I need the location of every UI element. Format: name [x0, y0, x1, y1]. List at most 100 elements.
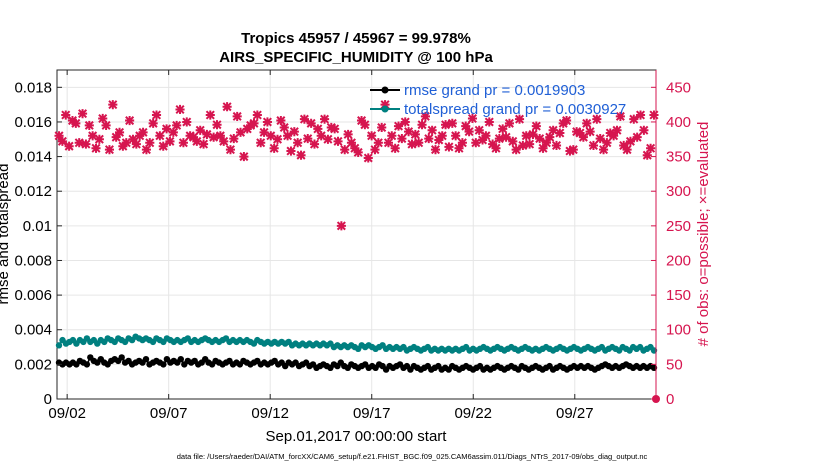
y-right-tick-label: 0: [666, 391, 674, 408]
obs-count-marker: [172, 120, 182, 130]
obs-count-marker: [404, 127, 414, 137]
obs-count-marker: [256, 138, 266, 148]
obs-count-marker: [588, 140, 599, 151]
obs-count-marker: [595, 134, 605, 144]
data-point: [160, 361, 167, 368]
x-tick-label: 09/22: [454, 405, 492, 422]
y-axis-label: rmse and totalspread: [0, 164, 12, 305]
obs-count-marker: [111, 132, 121, 142]
obs-count-marker: [91, 143, 101, 153]
obs-count-marker: [306, 118, 316, 128]
chart-title: Tropics 45957 / 45967 = 99.978%: [241, 30, 471, 47]
obs-count-marker: [380, 100, 390, 110]
y-tick-label: 0.01: [23, 218, 52, 235]
y-tick-label: 0.002: [14, 356, 52, 373]
obs-count-marker: [158, 141, 168, 151]
obs-count-marker: [57, 136, 67, 146]
obs-count-marker: [427, 125, 437, 135]
obs-count-marker: [474, 125, 484, 135]
obs-count-marker: [467, 113, 478, 124]
y-right-tick-label: 400: [666, 114, 691, 131]
obs-count-marker: [279, 122, 289, 133]
obs-count-marker: [410, 129, 420, 139]
y-tick-label: 0.016: [14, 114, 52, 131]
y-axis-right: 0 50 100 150 200 250 300 350 400 450: [651, 70, 691, 408]
obs-count-marker: [138, 127, 148, 137]
obs-count-marker: [430, 145, 441, 155]
obs-count-marker: [635, 110, 646, 120]
obs-count-marker: [114, 127, 125, 137]
obs-count-marker: [437, 131, 447, 141]
legend: rmse grand pr = 0.0019903 totalspread gra…: [370, 82, 626, 118]
obs-count-marker: [582, 118, 592, 128]
obs-count-marker: [104, 145, 115, 155]
series-1: [55, 333, 658, 354]
obs-count-marker: [121, 138, 131, 148]
data-point: [177, 356, 184, 363]
y-tick-label: 0.006: [14, 287, 52, 304]
obs-count-marker: [447, 118, 457, 128]
obs-count-marker: [195, 125, 205, 135]
data-point: [142, 356, 150, 363]
obs-count-marker: [367, 131, 377, 141]
obs-count-marker: [555, 128, 565, 138]
obs-count-marker: [54, 131, 64, 141]
obs-count-marker: [162, 124, 172, 134]
obs-count-marker: [299, 114, 309, 124]
obs-count-marker: [639, 125, 649, 135]
obs-count-marker: [155, 131, 165, 141]
obs-count-marker: [531, 121, 541, 131]
chart-subtitle: AIRS_SPECIFIC_HUMIDITY @ 100 hPa: [219, 49, 493, 66]
obs-count-marker: [535, 134, 545, 144]
obs-count-marker: [511, 145, 521, 155]
legend-marker: [381, 105, 389, 113]
data-file-footnote: data file: /Users/raeder/DAI/ATM_forcXX/…: [177, 452, 648, 461]
obs-count-marker: [182, 117, 192, 127]
obs-count-marker: [397, 134, 407, 144]
obs-count-marker: [141, 145, 151, 155]
obs-count-marker: [165, 136, 175, 146]
obs-count-marker: [145, 138, 155, 148]
obs-count-marker: [289, 127, 299, 137]
obs-count-marker: [464, 127, 474, 137]
obs-count-marker: [286, 146, 296, 156]
obs-count-marker: [454, 143, 464, 153]
obs-count-marker: [276, 116, 286, 126]
obs-count-marker: [441, 120, 451, 130]
data-point: [55, 342, 63, 349]
obs-count-marker: [572, 127, 582, 137]
y-axis-left: 0 0.002 0.004 0.006 0.008 0.01 0.012 0.014 0.016…: [14, 79, 62, 408]
obs-count-marker: [74, 138, 84, 148]
obs-count-marker: [205, 110, 215, 120]
obs-count-marker: [451, 131, 461, 141]
obs-count-marker: [178, 138, 188, 148]
obs-count-marker: [151, 110, 162, 120]
obs-count-marker: [215, 131, 225, 141]
obs-count-marker: [407, 139, 417, 149]
x-axis-label: Sep.01,2017 00:00:00 start: [266, 428, 448, 445]
obs-count-marker: [81, 139, 91, 149]
obs-count-marker: [262, 117, 272, 127]
obs-count-marker: [565, 146, 575, 156]
series-layer: [54, 100, 660, 403]
obs-count-marker: [148, 118, 158, 128]
obs-count-marker: [363, 153, 373, 163]
obs-count-marker: [212, 120, 222, 130]
y-axis-right-label: # of obs: o=possible; ×=evaluated: [695, 122, 712, 347]
obs-count-marker: [61, 110, 71, 120]
obs-count-marker: [283, 131, 293, 141]
obs-count-marker: [400, 117, 410, 127]
obs-count-marker: [545, 132, 555, 142]
y-tick-label: 0.018: [14, 79, 52, 96]
x-tick-label: 09/17: [353, 405, 391, 422]
obs-count-marker: [370, 145, 380, 155]
obs-count-marker: [525, 139, 535, 149]
y-tick-label: 0.014: [14, 149, 52, 166]
obs-count-marker: [125, 116, 135, 126]
y-right-tick-label: 300: [666, 183, 691, 200]
legend-entry: totalspread grand pr = 0.0030927: [404, 101, 626, 118]
obs-count-marker: [185, 131, 195, 141]
obs-count-marker: [387, 131, 397, 141]
obs-count-marker: [585, 127, 595, 137]
data-point: [118, 354, 125, 361]
